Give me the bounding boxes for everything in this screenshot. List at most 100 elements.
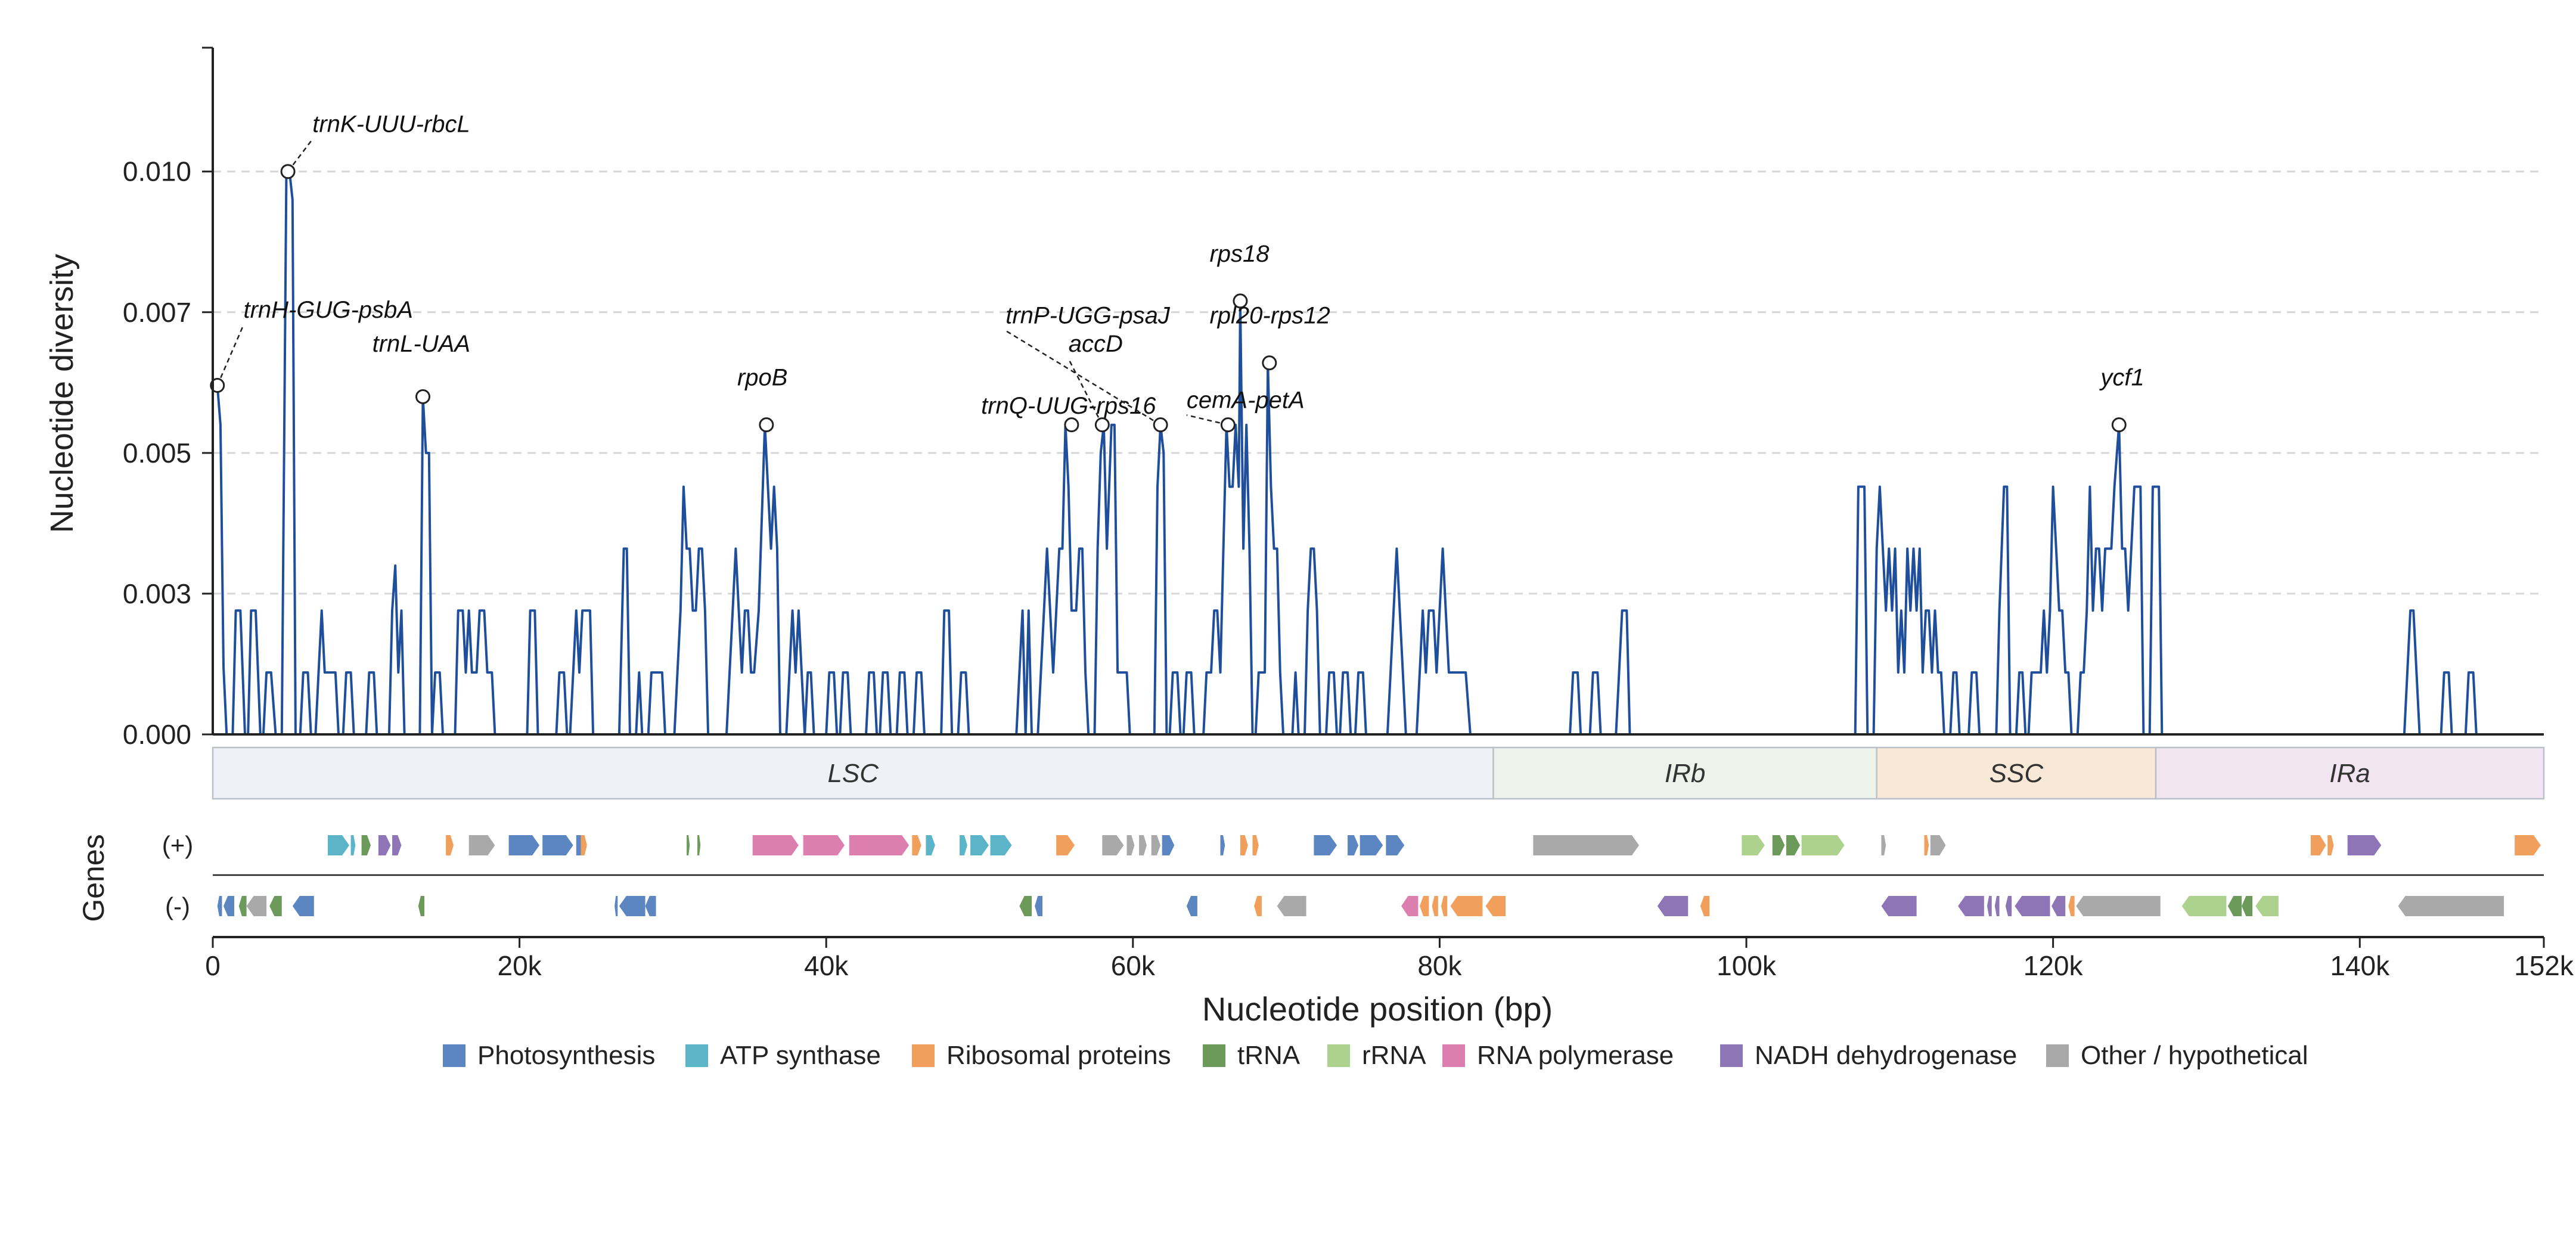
x-tick-label: 140k [2330,950,2390,981]
peak-leader [216,324,244,386]
gene-minus [1485,896,1506,916]
legend-swatch [1327,1044,1350,1067]
region-bar: LSC IRb SSC IRa [212,746,2545,800]
peak-label: cemA-petA [1187,387,1305,413]
gene-plus [990,835,1012,855]
legend-label: Ribosomal proteins [946,1041,1171,1070]
gene-minus [2242,896,2253,916]
legend-label: ATP synthase [720,1041,881,1070]
legend-swatch [1720,1044,1743,1067]
x-tick-label: 120k [2023,950,2084,981]
gene-minus [292,896,314,916]
peak-label: accD [1069,331,1123,357]
legend: Photosynthesis ATP synthase Ribosomal prot… [443,1041,2308,1070]
peak-marker [1153,417,1168,433]
region-ssc [1876,746,2157,800]
gene-plus [1881,835,1886,855]
gene-plus [687,835,690,855]
gene-plus [1930,835,1946,855]
gene-minus [619,896,645,916]
peak-marker [1262,355,1277,371]
legend-swatch [2046,1044,2069,1067]
gene-plus [1102,835,1124,855]
gene-minus [238,896,247,916]
gene-minus [1987,896,1992,916]
gene-plus [1252,835,1259,855]
region-label: IRa [2329,759,2370,788]
gene-minus [1254,896,1262,916]
gene-plus [1924,835,1929,855]
peak-label: trnQ-UUG-rps16 [981,393,1156,419]
peak-annotations: trnH-GUG-psbA trnK-UUU-rbcL trnL-UAA rpoB tr… [210,111,2144,433]
gene-minus [2052,896,2066,916]
gene-plus [327,835,349,855]
gene-minus [2227,896,2242,916]
gene-plus [1533,835,1639,855]
gene-minus [2255,896,2279,916]
peak-leader [1067,358,1103,426]
x-tick-label: 152k [2514,950,2574,981]
region-lsc [212,746,1494,800]
peak-marker [1064,417,1079,433]
region-ira [2155,746,2545,800]
gene-plus [849,835,910,855]
peak-marker [415,389,431,404]
gene-plus [960,835,967,855]
x-axis-label: Nucleotide position (bp) [1202,990,1553,1028]
strand-plus-label: (+) [162,831,194,859]
gene-plus [1742,835,1765,855]
gene-minus [1441,896,1448,916]
y-tick-label: 0.003 [123,578,191,609]
gene-minus [1419,896,1429,916]
gene-plus [1220,835,1225,855]
gene-plus [1786,835,1801,855]
legend-swatch [912,1044,935,1067]
gene-plus [926,835,935,855]
legend-swatch [1203,1044,1225,1067]
legend-label: tRNA [1237,1041,1301,1070]
gene-minus [246,896,267,916]
gene-plus [1801,835,1845,855]
gene-plus [1360,835,1383,855]
x-tick-label: 60k [1111,950,1156,981]
gene-minus [1277,896,1306,916]
gene-minus [1700,896,1710,916]
gene-plus [912,835,921,855]
gene-plus [752,835,799,855]
gene-plus [468,835,495,855]
y-axis-label: Nucleotide diversity [44,254,80,533]
peak-marker [1233,293,1248,309]
gene-plus [1348,835,1359,855]
gene-minus [1881,896,1917,916]
peak-label: trnK-UUU-rbcL [312,111,470,138]
legend-label: Photosynthesis [477,1041,655,1070]
peak-marker [1094,417,1110,433]
peak-leader [1186,414,1228,426]
legend-label: rRNA [1362,1041,1426,1070]
gene-minus [1657,896,1689,916]
gene-minus [1401,896,1419,916]
gene-minus [1186,896,1197,916]
gene-plus [508,835,540,855]
peak-label: rps18 [1209,241,1270,267]
gene-plus [361,835,371,855]
y-tick-label: 0.007 [123,297,191,328]
region-irb [1492,746,1877,800]
gene-plus [970,835,989,855]
region-label: IRb [1665,759,1705,788]
axes: 0.000 0.003 0.005 0.007 0.010 [123,46,2544,750]
gene-plus [542,835,573,855]
gene-plus [803,835,845,855]
legend-swatch [1442,1044,1465,1067]
legend-swatch [443,1044,465,1067]
y-tick-label: 0.000 [123,719,191,750]
gene-plus [1772,835,1785,855]
gene-plus [1151,835,1161,855]
x-tick-label: 0 [205,950,221,981]
gene-plus [581,835,587,855]
gene-minus [2005,896,2012,916]
gene-minus [2398,896,2504,916]
gene-plus [378,835,391,855]
gene-minus [217,896,222,916]
gene-plus [2515,835,2541,855]
